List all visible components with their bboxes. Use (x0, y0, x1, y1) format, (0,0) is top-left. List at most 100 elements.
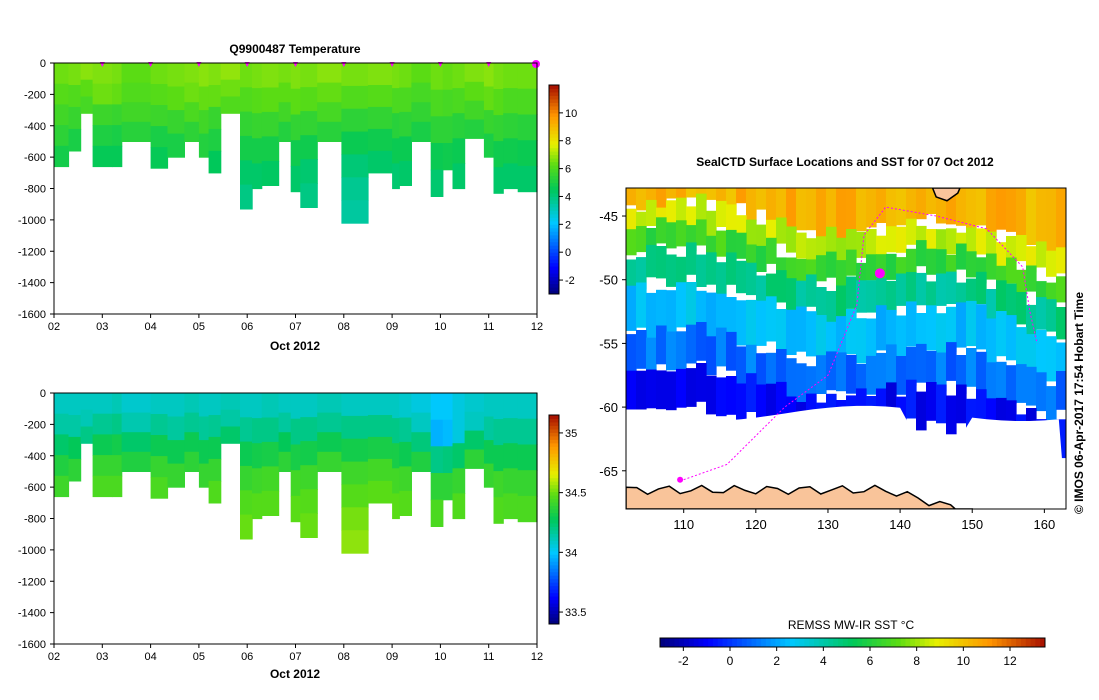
sst-cell (906, 188, 917, 232)
lon-tick-label: 120 (745, 517, 767, 532)
sst-cell (916, 313, 927, 359)
colorbar-segment (915, 638, 921, 647)
temp-cell (290, 63, 301, 90)
colorbar-segment (703, 638, 709, 647)
salt-cell (430, 499, 444, 527)
salt-cell (430, 473, 444, 501)
sst-cell (946, 254, 957, 281)
sst-cell (966, 278, 977, 311)
temp-cell (252, 163, 263, 190)
colorbar-segment (549, 564, 559, 569)
colorbar-segment (549, 91, 559, 96)
salt-cell (452, 393, 466, 419)
colorbar-segment (549, 547, 559, 552)
temp-cell (300, 87, 318, 112)
sst-cell (936, 229, 947, 256)
colorbar-segment (929, 638, 935, 647)
colorbar-segment (549, 512, 559, 517)
temp-cell (121, 82, 152, 103)
colorbar-segment (688, 638, 695, 647)
temp-cell (493, 63, 504, 90)
sst-cell (916, 188, 927, 220)
x-tick-label: 03 (96, 321, 108, 333)
colorbar-segment (992, 638, 998, 647)
temp-cell (300, 135, 318, 160)
sst-cell (886, 188, 897, 233)
temp-cell (442, 63, 454, 91)
sst-cell (1016, 364, 1027, 403)
temp-cell (121, 63, 152, 84)
sst-cell (696, 363, 707, 402)
sst-cell (696, 254, 707, 287)
salt-cell (411, 412, 432, 433)
sst-cell (636, 330, 647, 369)
sst-cell (796, 306, 807, 352)
temp-cell (411, 63, 432, 84)
colorbar-segment (549, 210, 559, 215)
salt-cell (261, 417, 280, 443)
sst-cell (716, 200, 727, 227)
colorbar-segment (549, 116, 559, 121)
colorbar-segment (549, 168, 559, 173)
temp-cell (483, 110, 495, 135)
x-tick-label: 11 (483, 651, 494, 663)
sst-cell (826, 321, 837, 367)
colorbar-segment (799, 638, 805, 647)
tasmania-coast (931, 188, 961, 202)
sst-cell (666, 331, 677, 371)
temp-cell (68, 63, 82, 86)
salt-cell (121, 412, 152, 433)
sst-cell (806, 311, 817, 357)
colorbar-segment (549, 491, 559, 496)
colorbar-segment (549, 259, 559, 264)
sst-cell (626, 259, 637, 292)
sst-cell (946, 342, 957, 381)
x-tick-label: 05 (193, 321, 205, 333)
colorbar-segment (549, 456, 559, 461)
colorbar-segment (549, 550, 559, 555)
temp-cell (317, 82, 342, 103)
sst-cell (686, 225, 697, 252)
sst-cell (916, 272, 927, 306)
seal-track (683, 206, 1038, 481)
sst-cell (846, 188, 857, 237)
salt-cell (367, 458, 393, 482)
colorbar-segment (953, 638, 959, 647)
surface-marker (532, 60, 540, 68)
salt-cell (483, 416, 495, 441)
colorbar-segment (549, 130, 559, 135)
sst-cell (926, 188, 937, 214)
temp-cell (517, 114, 538, 141)
colorbar-segment (549, 203, 559, 208)
sst-cell (686, 324, 697, 364)
sst-cell (766, 296, 777, 342)
colorbar-segment (737, 638, 743, 647)
salt-cell (150, 414, 169, 436)
colorbar-segment (549, 95, 559, 100)
colorbar-segment (549, 266, 559, 271)
sst-cell (806, 274, 817, 307)
y-tick-label: -1600 (18, 309, 46, 321)
sst-cell (836, 188, 847, 240)
y-tick-label: 0 (40, 388, 46, 400)
salt-cell (517, 444, 538, 471)
sst-cell (946, 306, 957, 352)
colorbar-segment (549, 189, 559, 194)
salinity-y-axis: 0 -200 -400 -600 -800 -1000 -1200 -1400 -1600 (18, 388, 54, 651)
temp-cell (252, 88, 263, 114)
colorbar-segment (549, 557, 559, 562)
sst-cell (1046, 282, 1057, 309)
colorbar-frame (659, 637, 1046, 648)
current-position-marker (874, 268, 885, 279)
salt-cell (121, 451, 152, 472)
salt-cell (399, 417, 412, 443)
salt-cell (54, 455, 70, 477)
map-longitude-axis: 110 120 130 140 150 160 (673, 509, 1055, 532)
sst-cell (896, 273, 907, 306)
sst-cell (726, 204, 737, 231)
salt-cell (290, 393, 301, 420)
colorbar-segment (823, 638, 829, 647)
lat-tick-label: -50 (599, 273, 618, 288)
colorbar-segment (549, 610, 559, 615)
sst-cell (766, 273, 777, 306)
